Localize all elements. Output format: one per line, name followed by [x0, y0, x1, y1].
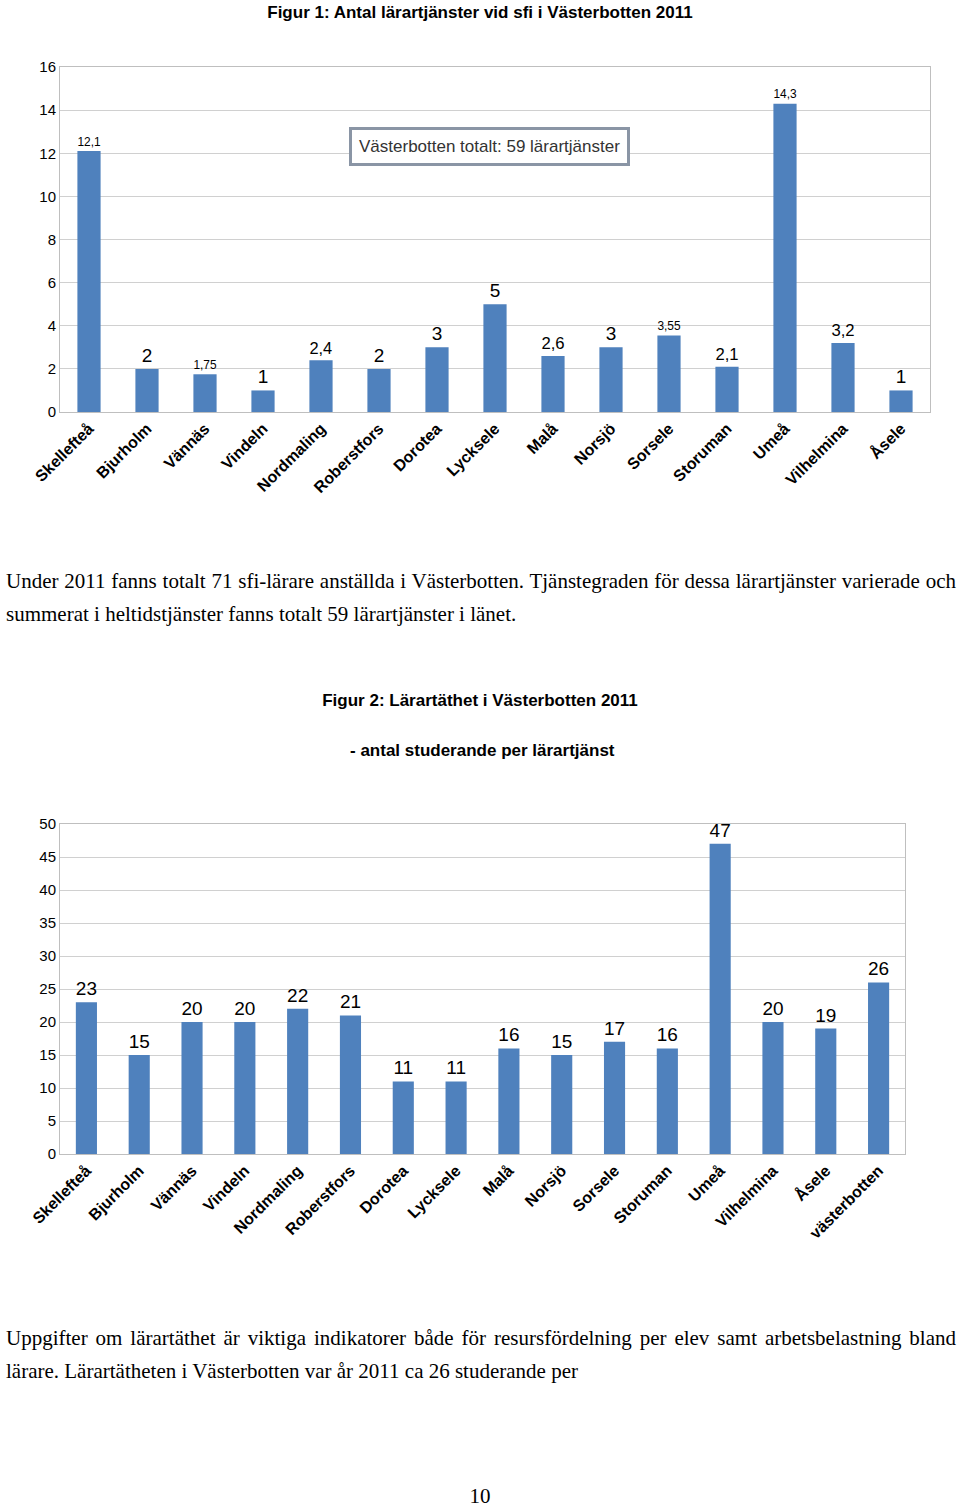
- svg-text:Figur 1: Antal lärartjänster v: Figur 1: Antal lärartjänster vid sfi i V…: [267, 3, 692, 22]
- svg-text:17: 17: [604, 1018, 625, 1039]
- svg-text:16: 16: [657, 1024, 678, 1045]
- svg-text:2,6: 2,6: [541, 334, 564, 353]
- svg-text:12: 12: [39, 145, 56, 162]
- svg-text:Dorotea: Dorotea: [356, 1162, 411, 1217]
- svg-text:16: 16: [498, 1024, 519, 1045]
- svg-text:Västerbotten totalt: 59 lärart: Västerbotten totalt: 59 lärartjänster: [359, 137, 620, 156]
- svg-text:Skellefteå: Skellefteå: [29, 1162, 94, 1227]
- svg-text:4: 4: [48, 317, 56, 334]
- svg-text:Vännäs: Vännäs: [161, 420, 213, 472]
- svg-text:5: 5: [490, 280, 501, 301]
- svg-text:15: 15: [39, 1046, 56, 1063]
- svg-text:Umeå: Umeå: [685, 1162, 728, 1205]
- svg-text:12,1: 12,1: [77, 135, 101, 149]
- svg-text:50: 50: [39, 815, 56, 832]
- svg-text:20: 20: [181, 998, 202, 1019]
- svg-text:6: 6: [48, 274, 56, 291]
- svg-text:10: 10: [39, 1079, 56, 1096]
- svg-text:10: 10: [39, 188, 56, 205]
- svg-text:26: 26: [868, 958, 889, 979]
- svg-text:0: 0: [48, 403, 56, 420]
- svg-text:Roberstfors: Roberstfors: [311, 420, 387, 496]
- svg-text:1: 1: [258, 366, 269, 387]
- svg-text:Vilhelmina: Vilhelmina: [782, 420, 850, 488]
- svg-text:1: 1: [896, 366, 907, 387]
- svg-text:25: 25: [39, 980, 56, 997]
- svg-text:2: 2: [142, 345, 153, 366]
- svg-text:Sorsele: Sorsele: [569, 1162, 622, 1215]
- svg-text:19: 19: [815, 1005, 836, 1026]
- svg-text:3: 3: [432, 323, 443, 344]
- svg-text:2: 2: [48, 360, 56, 377]
- svg-text:2,1: 2,1: [715, 345, 738, 364]
- svg-text:- antal studerande per lärartj: - antal studerande per lärartjänst: [350, 741, 615, 760]
- svg-text:11: 11: [393, 1057, 413, 1078]
- svg-text:Vindeln: Vindeln: [218, 420, 271, 473]
- svg-text:Roberstfors: Roberstfors: [282, 1162, 358, 1238]
- svg-text:Storuman: Storuman: [610, 1162, 675, 1227]
- svg-text:Nordmaling: Nordmaling: [254, 420, 329, 495]
- svg-text:Vännäs: Vännäs: [148, 1162, 200, 1214]
- svg-text:5: 5: [48, 1112, 56, 1129]
- svg-text:Storuman: Storuman: [670, 420, 735, 485]
- svg-text:Vindeln: Vindeln: [200, 1162, 253, 1215]
- svg-text:45: 45: [39, 848, 56, 865]
- svg-text:Skellefteå: Skellefteå: [32, 420, 97, 485]
- svg-text:Lycksele: Lycksele: [443, 420, 502, 479]
- svg-text:1,75: 1,75: [193, 358, 217, 372]
- svg-text:Åsele: Åsele: [791, 1161, 834, 1204]
- svg-text:västerbotten: västerbotten: [806, 1162, 886, 1242]
- svg-text:16: 16: [39, 58, 56, 75]
- svg-text:3: 3: [606, 323, 617, 344]
- svg-text:Dorotea: Dorotea: [390, 420, 445, 475]
- svg-text:Umeå: Umeå: [750, 420, 793, 463]
- svg-text:40: 40: [39, 881, 56, 898]
- svg-text:11: 11: [446, 1057, 466, 1078]
- html-text:Under 2011 fanns totalt 71 sfi: Under 2011 fanns totalt 71 sfi-lärare an…: [6, 569, 956, 626]
- svg-text:Malå: Malå: [524, 420, 561, 457]
- svg-text:Norsjö: Norsjö: [522, 1162, 570, 1210]
- html-text:10: 10: [469, 1484, 491, 1508]
- svg-text:Norsjö: Norsjö: [571, 420, 619, 468]
- svg-text:Bjurholm: Bjurholm: [85, 1162, 147, 1224]
- svg-text:15: 15: [129, 1031, 150, 1052]
- svg-text:20: 20: [39, 1013, 56, 1030]
- svg-text:Figur 2: Lärartäthet i Västerb: Figur 2: Lärartäthet i Västerbotten 2011: [322, 691, 638, 710]
- svg-text:47: 47: [710, 820, 731, 841]
- svg-text:Sorsele: Sorsele: [624, 420, 677, 473]
- svg-text:35: 35: [39, 914, 56, 931]
- svg-text:14: 14: [39, 101, 56, 118]
- svg-text:2: 2: [374, 345, 385, 366]
- svg-text:22: 22: [287, 985, 308, 1006]
- svg-text:3,2: 3,2: [831, 321, 854, 340]
- svg-text:Vilhelmina: Vilhelmina: [712, 1162, 780, 1230]
- svg-text:20: 20: [762, 998, 783, 1019]
- svg-text:8: 8: [48, 231, 56, 248]
- svg-text:30: 30: [39, 947, 56, 964]
- svg-text:20: 20: [234, 998, 255, 1019]
- svg-text:Åsele: Åsele: [866, 419, 909, 462]
- svg-text:14,3: 14,3: [773, 87, 797, 101]
- svg-text:Bjurholm: Bjurholm: [93, 420, 155, 482]
- svg-text:0: 0: [48, 1145, 56, 1162]
- svg-text:Lycksele: Lycksele: [404, 1162, 463, 1221]
- html-text:Uppgifter om lärartäthet är vi: Uppgifter om lärartäthet är viktiga indi…: [6, 1326, 956, 1383]
- svg-text:23: 23: [76, 978, 97, 999]
- svg-text:3,55: 3,55: [657, 319, 681, 333]
- svg-text:15: 15: [551, 1031, 572, 1052]
- svg-text:2,4: 2,4: [309, 339, 332, 357]
- svg-text:Nordmaling: Nordmaling: [231, 1162, 306, 1237]
- svg-text:Malå: Malå: [480, 1162, 517, 1199]
- svg-text:21: 21: [340, 991, 361, 1012]
